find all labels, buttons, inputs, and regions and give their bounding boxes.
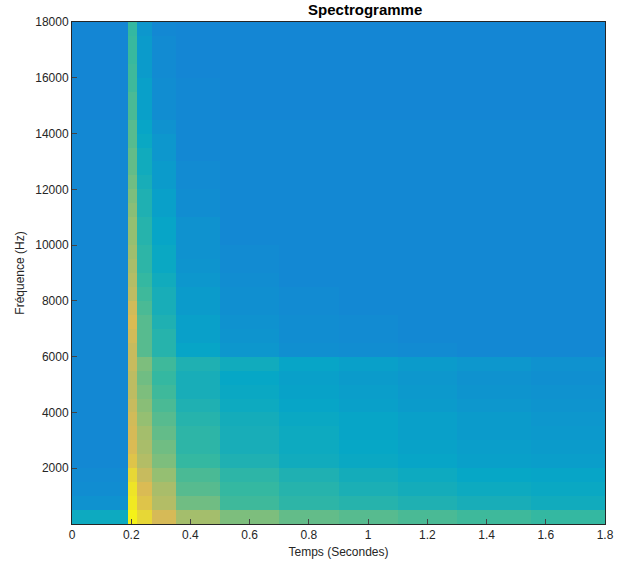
svg-text:4000: 4000	[42, 406, 69, 420]
svg-text:1: 1	[365, 528, 372, 542]
svg-text:Spectrogramme: Spectrogramme	[308, 1, 422, 18]
svg-text:18000: 18000	[35, 15, 69, 29]
svg-text:14000: 14000	[35, 127, 69, 141]
svg-text:8000: 8000	[42, 294, 69, 308]
svg-text:12000: 12000	[35, 183, 69, 197]
svg-text:10000: 10000	[35, 238, 69, 252]
svg-text:1.6: 1.6	[537, 528, 554, 542]
svg-text:Temps (Secondes): Temps (Secondes)	[288, 545, 388, 559]
svg-text:0.6: 0.6	[241, 528, 258, 542]
svg-text:0.2: 0.2	[123, 528, 140, 542]
svg-text:2000: 2000	[42, 461, 69, 475]
svg-text:0.4: 0.4	[182, 528, 199, 542]
svg-text:6000: 6000	[42, 350, 69, 364]
svg-text:16000: 16000	[35, 71, 69, 85]
svg-text:Fréquence (Hz): Fréquence (Hz)	[13, 231, 27, 314]
svg-text:0: 0	[69, 528, 76, 542]
svg-text:1.2: 1.2	[419, 528, 436, 542]
svg-text:1.4: 1.4	[478, 528, 495, 542]
svg-text:1.8: 1.8	[597, 528, 614, 542]
svg-text:0.8: 0.8	[301, 528, 318, 542]
